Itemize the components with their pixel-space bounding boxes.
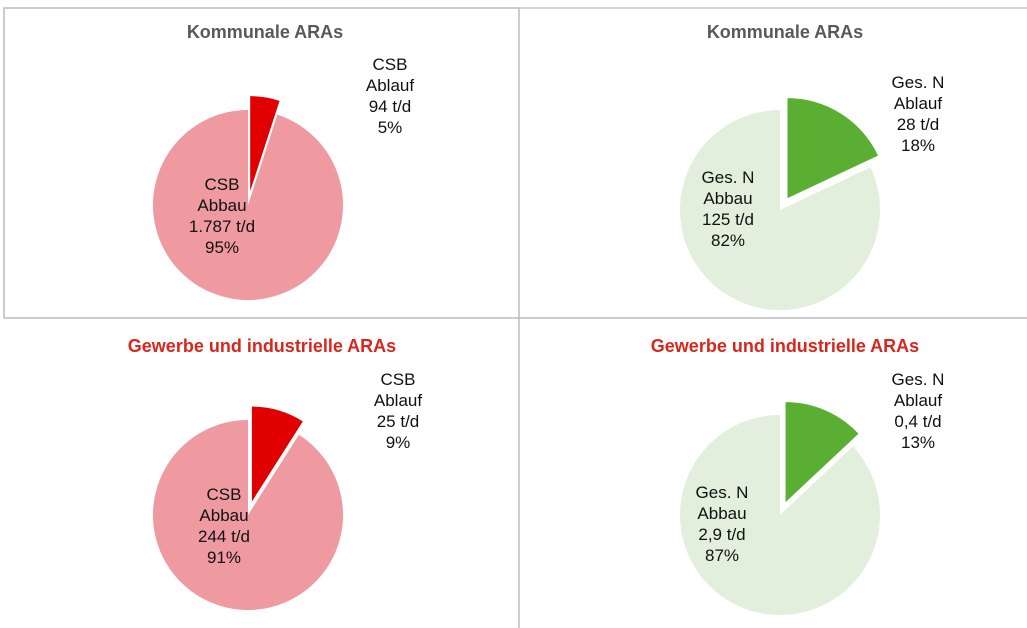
pie-slice [251, 406, 303, 502]
pie-slice [152, 420, 343, 610]
slice-label-line: CSB [207, 485, 242, 504]
slice-label-line: 87% [705, 546, 739, 565]
slice-label-line: 13% [901, 433, 935, 452]
slice-label-line: Abbau [199, 506, 248, 525]
pie-slice [250, 96, 280, 192]
slice-label: CSB Ablauf 94 t/d 5% [366, 55, 414, 137]
slice-label-line: Abbau [697, 504, 746, 523]
slice-label-line: 1.787 t/d [189, 217, 255, 236]
slice-label-line: Abbau [197, 196, 246, 215]
slice-label-line: 9% [386, 433, 411, 452]
slice-label: Ges. N Ablauf 0,4 t/d 13% [892, 370, 945, 452]
pie-slice [679, 415, 880, 615]
chart-title: Gewerbe und industrielle ARAs [651, 336, 919, 356]
slice-label-line: CSB [205, 175, 240, 194]
pie-slice [787, 98, 878, 199]
slice-label-line: 18% [901, 136, 935, 155]
slice-label-line: 2,9 t/d [698, 525, 745, 544]
slice-label: Ges. N Ablauf 28 t/d 18% [892, 73, 945, 155]
pie-slice [680, 110, 881, 310]
slice-label-line: Ablauf [894, 94, 942, 113]
slice-label-line: 82% [711, 231, 745, 250]
slice-label-line: 94 t/d [369, 97, 412, 116]
slice-label-line: Ablauf [374, 391, 422, 410]
chart-title: Kommunale ARAs [707, 22, 863, 42]
slice-label-line: CSB [373, 55, 408, 74]
slice-label-line: 244 t/d [198, 527, 250, 546]
cell-border [3, 7, 520, 319]
slice-label-line: Ges. N [702, 168, 755, 187]
slice-label-line: Ablauf [894, 391, 942, 410]
slice-label: Ges. N Abbau 2,9 t/d 87% [696, 483, 749, 565]
slice-label: Ges. N Abbau 125 t/d 82% [702, 168, 755, 250]
slice-label-line: Abbau [703, 189, 752, 208]
pie-slice [785, 402, 859, 503]
slice-label: CSB Abbau 244 t/d 91% [198, 485, 250, 567]
slice-label-line: 91% [207, 548, 241, 567]
slice-label-line: 125 t/d [702, 210, 754, 229]
slice-label-line: CSB [381, 370, 416, 389]
pie-slice [153, 110, 343, 300]
slice-label-line: 25 t/d [377, 412, 420, 431]
chart-title: Kommunale ARAs [187, 22, 343, 42]
slice-label-line: Ges. N [696, 483, 749, 502]
slice-label-line: Ablauf [366, 76, 414, 95]
slice-label: CSB Ablauf 25 t/d 9% [374, 370, 422, 452]
slice-label-line: 28 t/d [897, 115, 940, 134]
chart-title: Gewerbe und industrielle ARAs [128, 336, 396, 356]
slice-label-line: 5% [378, 118, 403, 137]
slice-label: CSB Abbau 1.787 t/d 95% [189, 175, 255, 257]
slice-label-line: 0,4 t/d [894, 412, 941, 431]
slice-label-line: Ges. N [892, 370, 945, 389]
slice-label-line: 95% [205, 238, 239, 257]
slice-label-line: Ges. N [892, 73, 945, 92]
